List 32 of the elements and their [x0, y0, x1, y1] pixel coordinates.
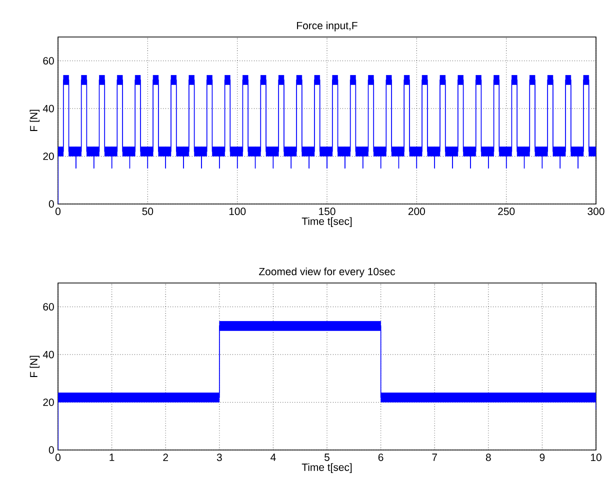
x-tick-label: 4	[270, 454, 276, 461]
x-tick-label: 1	[110, 454, 114, 461]
x-tick-label: 300	[588, 208, 604, 216]
x-tick-label: 5	[324, 454, 330, 461]
y-tick-label: 0	[48, 446, 54, 454]
x-tick-label: 7	[432, 454, 437, 461]
y-tick-label: 60	[43, 303, 54, 311]
x-axis-title: Time t[sec]	[302, 463, 352, 473]
chart-title: Force input,F	[297, 22, 358, 32]
x-tick-label: 0	[56, 208, 61, 216]
y-axis-title: F [N]	[30, 110, 40, 131]
y-tick-label: 20	[43, 398, 54, 406]
x-tick-label: 50	[142, 208, 154, 216]
x-tick-label: 150	[319, 208, 336, 216]
x-tick-label: 3	[216, 454, 222, 462]
x-tick-label: 200	[408, 208, 425, 216]
x-axis-title: Time t[sec]	[302, 217, 352, 227]
chart-title: Zoomed view for every 10sec	[259, 268, 396, 278]
y-axis-title: F [N]	[30, 356, 40, 377]
x-tick-label: 8	[486, 454, 491, 462]
y-tick-label: 60	[43, 57, 54, 65]
x-tick-label: 10	[590, 454, 602, 462]
x-tick-label: 2	[163, 454, 168, 461]
x-tick-label: 250	[498, 208, 515, 216]
y-tick-label: 40	[42, 350, 54, 358]
x-tick-label: 6	[378, 454, 384, 462]
x-tick-label: 9	[540, 454, 545, 462]
y-tick-label: 20	[43, 152, 54, 160]
y-tick-label: 0	[48, 200, 54, 208]
y-tick-label: 40	[42, 104, 54, 112]
x-tick-label: 0	[56, 454, 61, 462]
x-tick-label: 100	[229, 208, 246, 216]
